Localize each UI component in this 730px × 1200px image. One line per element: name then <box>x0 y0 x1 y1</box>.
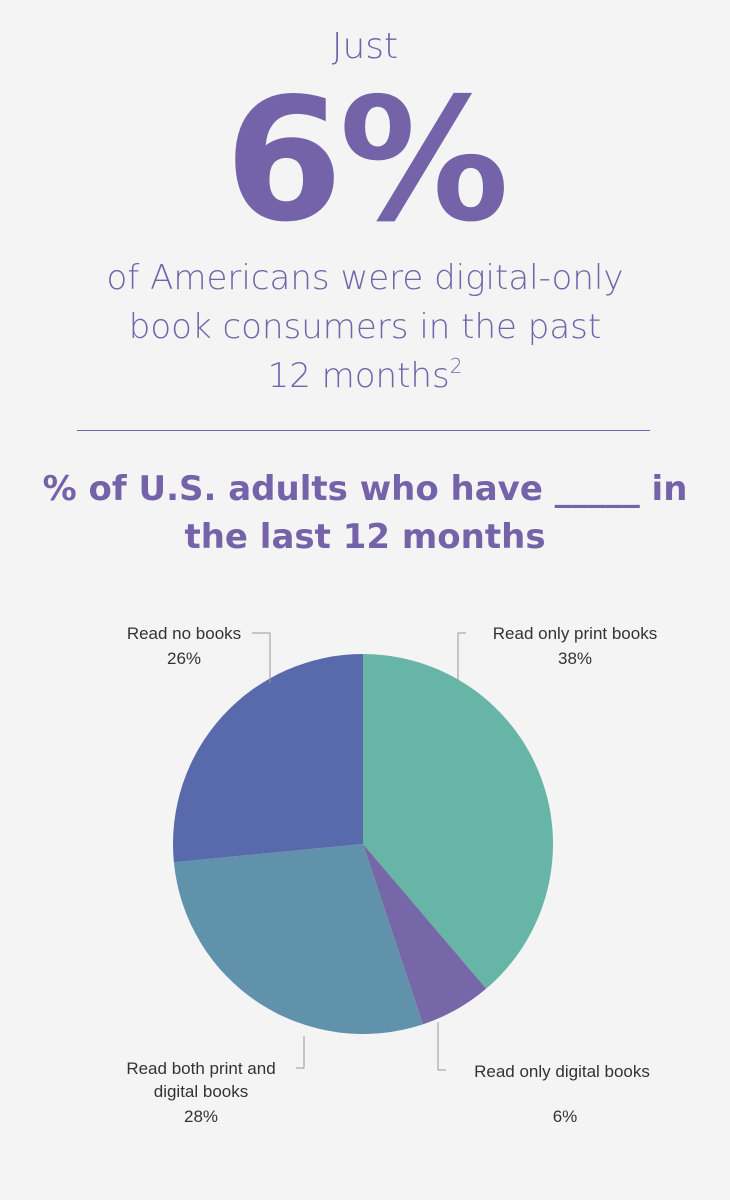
value-print-only: 38% <box>558 649 592 668</box>
subtext-line-2: book consumers in the past <box>128 307 602 347</box>
headline-subtext: of Americans were digital-only book cons… <box>0 254 730 401</box>
chart-heading-line-1: % of U.S. adults who have _____ in <box>42 469 688 509</box>
divider <box>77 430 650 431</box>
footnote-marker: 2 <box>449 354 463 378</box>
label-no-books: Read no books <box>127 624 241 643</box>
label-both-line-1: Read both print and <box>126 1059 275 1078</box>
value-digital-only: 6% <box>553 1107 578 1126</box>
pie-slice-read-only-print-books <box>363 654 553 989</box>
label-both-line-2: digital books <box>154 1082 249 1101</box>
value-both: 28% <box>184 1107 218 1126</box>
headline-stat: 6% <box>224 62 510 260</box>
subtext-line-1: of Americans were digital-only <box>106 258 624 298</box>
label-print-only: Read only print books <box>493 624 657 643</box>
leader-line-print-only <box>457 632 466 681</box>
pie-slice-read-no-books <box>173 654 363 863</box>
subtext-line-3-text: 12 months <box>267 356 450 396</box>
value-no-books: 26% <box>167 649 201 668</box>
pie-slice-read-both-print-and-digital-books <box>173 844 423 1034</box>
chart-heading: % of U.S. adults who have _____ in the l… <box>0 465 730 561</box>
chart-heading-line-2: the last 12 months <box>184 517 546 557</box>
leader-line-both <box>296 1036 305 1069</box>
leader-line-no-books <box>252 632 271 683</box>
pie-slice-read-only-digital-books <box>363 844 487 1025</box>
leader-line-digital-only <box>437 1022 446 1071</box>
lead-text: Just <box>331 26 399 67</box>
label-digital-only: Read only digital books <box>474 1062 650 1081</box>
subtext-line-3: 12 months2 <box>0 352 730 401</box>
